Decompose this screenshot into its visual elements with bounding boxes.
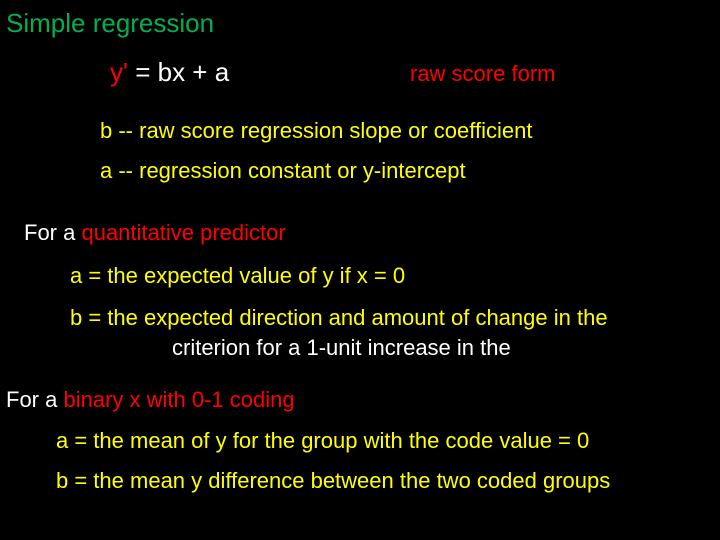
quant-b-text: b = the expected direction and amount of… bbox=[70, 305, 608, 330]
binary-a-line: a = the mean of y for the group with the… bbox=[56, 427, 720, 455]
regression-equation: y' = bx + a bbox=[110, 57, 410, 88]
definition-b: b -- raw score regression slope or coeff… bbox=[100, 118, 720, 144]
binary-header: For a binary x with 0-1 coding bbox=[0, 387, 720, 413]
equation-lhs: y' bbox=[110, 57, 128, 87]
quant-b-continuation: criterion for a 1-unit increase in the bbox=[70, 335, 720, 361]
quant-a-line: a = the expected value of y if x = 0 bbox=[70, 262, 720, 290]
binary-interpretations: a = the mean of y for the group with the… bbox=[0, 427, 720, 494]
binary-a-text: a = the mean of y for the group with the… bbox=[56, 428, 589, 453]
definitions-block: b -- raw score regression slope or coeff… bbox=[0, 118, 720, 184]
definition-a: a -- regression constant or y-intercept bbox=[100, 158, 720, 184]
definition-a-text: a -- regression constant or y-intercept bbox=[100, 158, 466, 183]
definition-b-text: b -- raw score regression slope or coeff… bbox=[100, 118, 532, 143]
equation-rhs: bx + a bbox=[158, 57, 230, 87]
quant-header-prefix: For a bbox=[24, 220, 81, 245]
equation-row: y' = bx + a raw score form bbox=[0, 57, 720, 88]
quant-b-line: b = the expected direction and amount of… bbox=[70, 304, 720, 332]
slide-title: Simple regression bbox=[0, 8, 720, 39]
quantitative-header: For a quantitative predictor bbox=[0, 220, 720, 246]
quant-header-highlight: quantitative predictor bbox=[81, 220, 285, 245]
equation-label: raw score form bbox=[410, 61, 555, 87]
equation-equals: = bbox=[128, 57, 158, 87]
binary-b-line: b = the mean y difference between the tw… bbox=[56, 467, 720, 495]
binary-header-prefix: For a bbox=[6, 387, 63, 412]
binary-header-highlight: binary x with 0-1 coding bbox=[63, 387, 294, 412]
slide: Simple regression y' = bx + a raw score … bbox=[0, 0, 720, 540]
quant-a-text: a = the expected value of y if x = 0 bbox=[70, 263, 405, 288]
binary-b-text: b = the mean y difference between the tw… bbox=[56, 468, 610, 493]
quantitative-interpretations: a = the expected value of y if x = 0 b =… bbox=[0, 262, 720, 361]
